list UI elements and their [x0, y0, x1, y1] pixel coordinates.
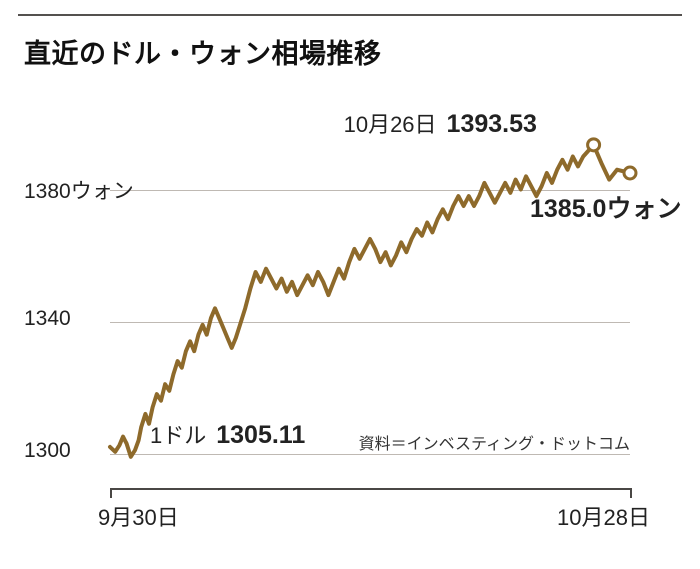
source-credit: 資料＝インベスティング・ドットコム — [359, 430, 630, 454]
x-tick-label: 10月28日 — [557, 500, 650, 532]
unit-label-prefix: 1ドル — [150, 423, 206, 448]
callout-last: 1385.0ウォン — [530, 189, 681, 225]
x-tick-label: 9月30日 — [98, 500, 179, 532]
chart-container: 直近のドル・ウォン相場推移 1380ウォン13401300 9月30日10月28… — [0, 0, 700, 569]
x-tick — [630, 488, 632, 498]
unit-label: 1ドル 1305.11 — [150, 418, 305, 450]
callout-peak: 10月26日 1393.53 — [344, 107, 537, 139]
line-plot — [0, 0, 700, 569]
callout-peak-value: 1393.53 — [447, 110, 537, 138]
callout-last-value: 1385.0ウォン — [530, 195, 681, 223]
callout-peak-date: 10月26日 — [344, 112, 437, 137]
x-tick — [110, 488, 112, 498]
unit-label-value: 1305.11 — [216, 421, 305, 449]
x-axis — [110, 488, 630, 490]
